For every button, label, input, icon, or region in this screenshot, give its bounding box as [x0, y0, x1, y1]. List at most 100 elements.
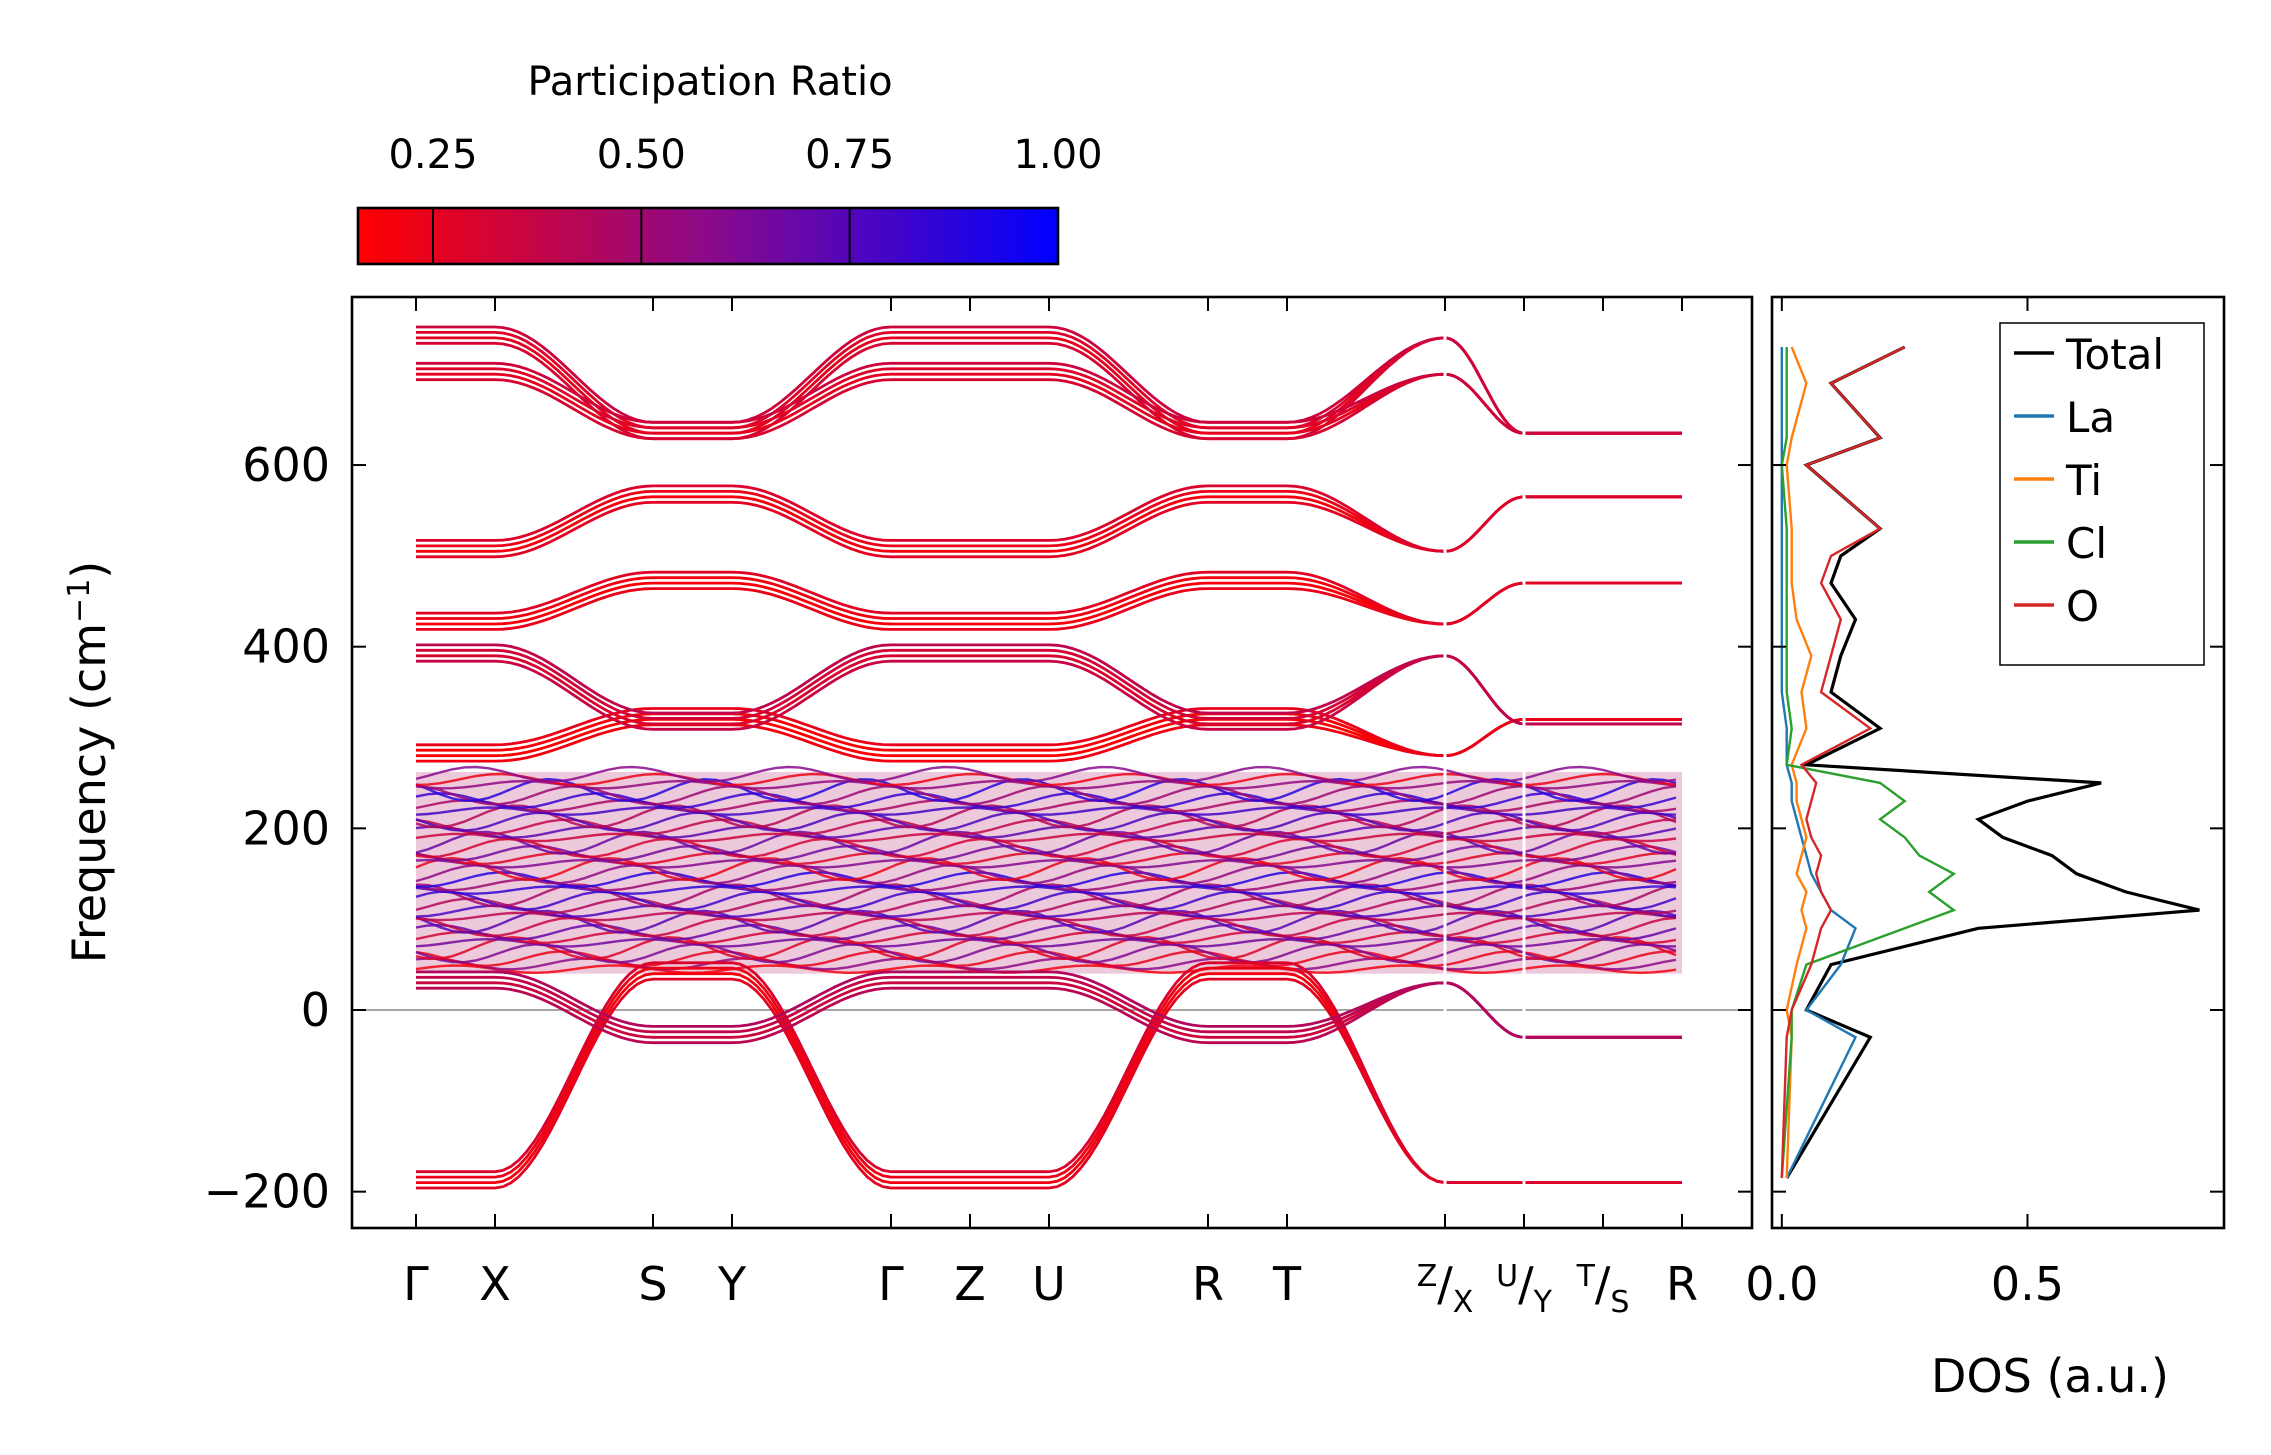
colorbar-label: Participation Ratio	[527, 59, 892, 105]
k-tick-label: R	[1192, 1257, 1224, 1311]
legend-label-o: O	[2066, 582, 2099, 631]
band-axes-frame	[350, 295, 1754, 1230]
legend-label-ti: Ti	[2065, 456, 2102, 505]
band-line-band-505	[416, 495, 1682, 559]
k-label-slash: /	[1595, 1257, 1611, 1311]
dense-band-line	[415, 792, 1677, 810]
dos-line-cl	[1780, 347, 1957, 1179]
band-line-band-700	[416, 372, 1682, 441]
k-label-sup: Z	[1417, 1259, 1438, 1294]
colorbar-tick-label: 0.50	[597, 132, 686, 178]
dos-y-ticks	[1772, 464, 2224, 1193]
y-axis-label-close: )	[62, 561, 116, 579]
dense-band-line	[415, 890, 1677, 911]
band-y-ticks: −200 0 200 400 600	[204, 438, 1752, 1219]
k-tick-label: U	[1032, 1257, 1066, 1311]
dos-line-o	[1780, 345, 1906, 1179]
colorbar-tick-label: 0.25	[388, 132, 477, 178]
band-line-band-470	[416, 570, 1682, 626]
y-tick-label: 400	[242, 620, 330, 674]
colorbar-ticks: 0.25 0.50 0.75 1.00	[388, 132, 1103, 264]
k-tick-label: U/Y	[1496, 1257, 1552, 1320]
dense-band-line	[415, 911, 1677, 922]
dense-band-line	[415, 964, 1677, 975]
band-line-band-280	[416, 712, 1682, 758]
k-label-slash: /	[1437, 1257, 1453, 1311]
y-tick-label: 0	[301, 983, 330, 1037]
dense-band-line	[415, 765, 1677, 783]
dos-x-tick-label: 0.0	[1745, 1257, 1818, 1311]
y-tick-label: −200	[204, 1165, 330, 1219]
legend-items: Total La Ti Cl O	[2014, 330, 2164, 631]
legend-label-cl: Cl	[2066, 519, 2107, 568]
k-tick-label: X	[479, 1257, 511, 1311]
band-line-band-505	[416, 495, 1682, 553]
y-tick-label: 200	[242, 801, 330, 855]
y-tick-label: 600	[242, 438, 330, 492]
dense-band-line	[415, 832, 1677, 843]
colorbar-tick-label: 0.75	[805, 132, 894, 178]
band-line-soft-mode	[416, 966, 1682, 1184]
dense-band-line	[415, 885, 1677, 895]
colorbar: Participation Ratio 0.25 0.50 0.75 1.00	[356, 59, 1103, 266]
dos-legend: Total La Ti Cl O	[1999, 322, 2205, 666]
dense-band-line	[415, 935, 1677, 961]
colorbar-frame	[356, 206, 1060, 266]
k-tick-label: Γ	[878, 1257, 904, 1311]
band-line-band-280	[416, 707, 1682, 758]
band-line-band-390	[416, 654, 1682, 731]
band-line-band-390	[416, 654, 1682, 726]
k-label-sub: S	[1610, 1285, 1629, 1320]
dense-band-line	[415, 942, 1677, 964]
k-tick-label: S	[638, 1257, 667, 1311]
band-line-band-390	[416, 643, 1682, 726]
band-lines	[416, 325, 1682, 1190]
band-line-band-700	[416, 361, 1682, 435]
kpath-segment-separators	[1443, 297, 1526, 1228]
dos-line-ti	[1785, 346, 1813, 1179]
dos-line-la	[1780, 347, 1858, 1179]
band-line-band-640	[416, 336, 1682, 441]
band-x-ticks: Γ X S Y Γ Z U R T Z/XU/YT/S R	[403, 297, 1698, 1320]
dense-band-line	[415, 804, 1677, 829]
dos-x-tick-label: 0.5	[1991, 1257, 2064, 1311]
k-tick-label: Z/X	[1417, 1257, 1474, 1320]
dos-panel: 0.0 0.5 DOS (a.u.) Total La Ti Cl O	[1745, 295, 2226, 1403]
k-tick-label: T/S	[1576, 1257, 1630, 1320]
y-axis-label-sup: −1	[62, 579, 97, 623]
k-tick-label: Γ	[403, 1257, 429, 1311]
k-tick-label: T	[1272, 1257, 1302, 1311]
dense-band-line	[415, 818, 1677, 836]
k-label-sup: T	[1576, 1259, 1596, 1294]
band-line-band-505	[416, 484, 1682, 553]
band-line-band-470	[416, 576, 1682, 626]
legend-frame	[1999, 322, 2205, 666]
band-region-dense	[415, 765, 1682, 975]
legend-label-la: La	[2066, 393, 2115, 442]
dos-axes-frame	[1770, 295, 2226, 1230]
dense-band-line	[415, 863, 1677, 885]
colorbar-tick-label: 1.00	[1013, 132, 1102, 178]
dos-x-axis-label: DOS (a.u.)	[1931, 1349, 2169, 1403]
y-axis-label: Frequency (cm−1)	[62, 561, 116, 964]
dos-lines	[1780, 345, 2200, 1179]
k-label-sub: X	[1453, 1285, 1474, 1320]
k-label-sub: Y	[1533, 1285, 1553, 1320]
k-tick-label: Y	[717, 1257, 747, 1311]
band-line-band-20	[416, 970, 1682, 1039]
y-axis-label-main: Frequency (cm	[62, 623, 116, 963]
dense-band-line	[415, 923, 1677, 941]
legend-label-total: Total	[2065, 330, 2164, 379]
k-label-slash: /	[1518, 1257, 1534, 1311]
band-line-band-640	[416, 325, 1682, 435]
band-line-soft-mode	[416, 961, 1682, 1184]
k-tick-label: R	[1666, 1257, 1698, 1311]
dense-band-line	[415, 779, 1677, 790]
colorbar-gradient	[358, 208, 1058, 264]
dos-x-ticks: 0.0 0.5	[1745, 297, 2064, 1311]
k-tick-label: Z	[954, 1257, 986, 1311]
band-line-band-505	[416, 490, 1682, 553]
k-label-sup: U	[1496, 1259, 1518, 1294]
